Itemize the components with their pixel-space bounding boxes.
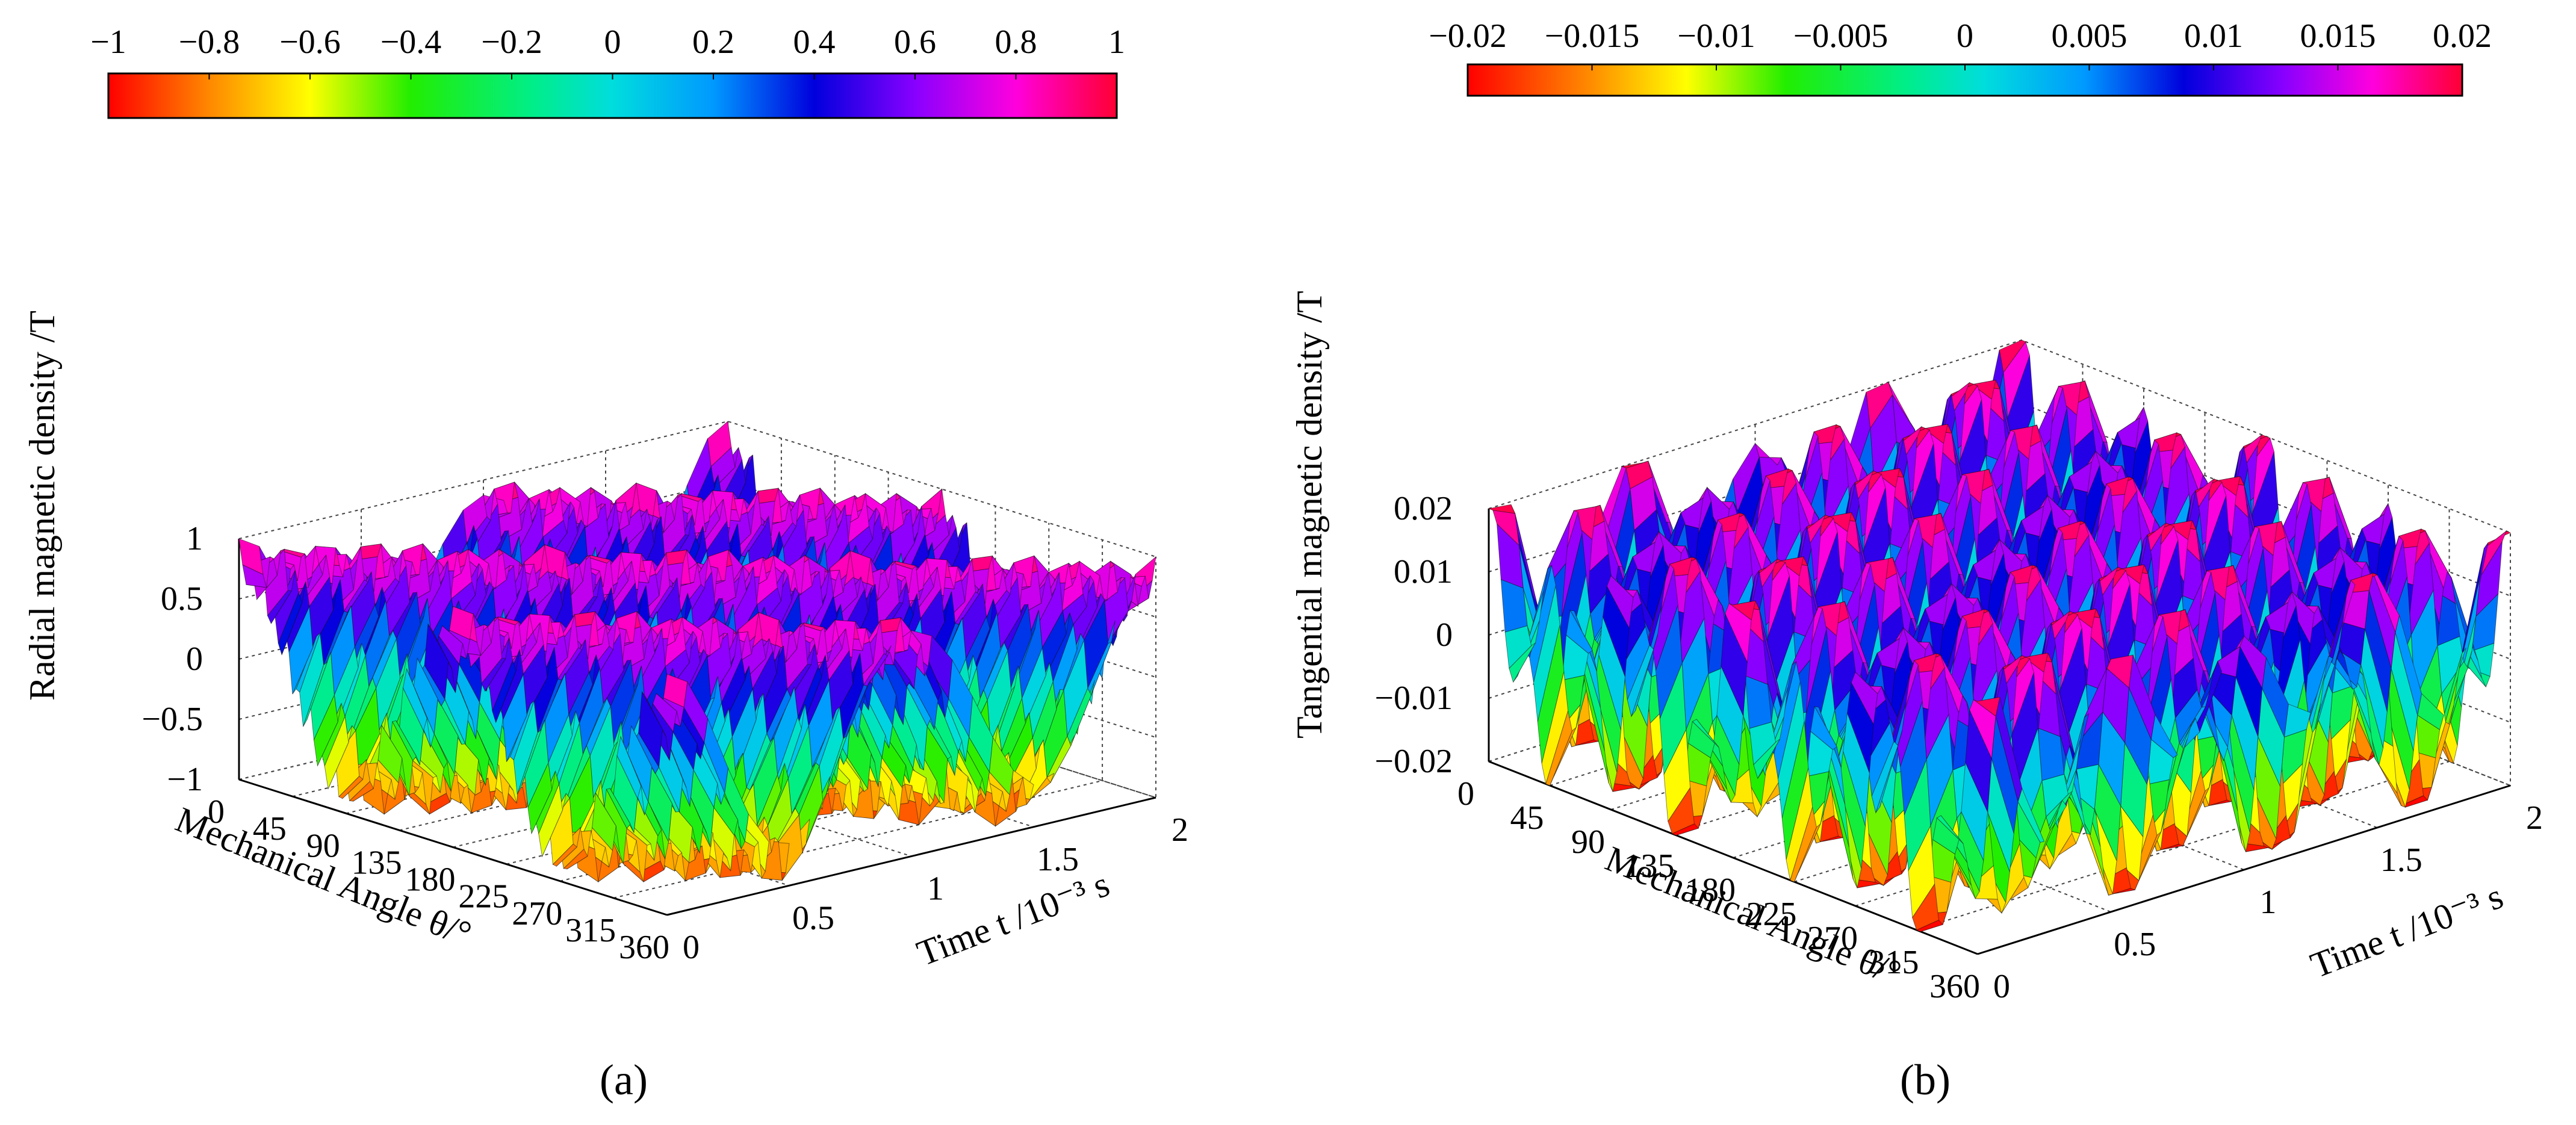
colorbar-a-tick-label: 1 [1108, 23, 1125, 61]
colorbar-a-tick-label: −0.4 [380, 23, 442, 61]
colorbar-a-tick-label: 0.6 [894, 23, 936, 61]
colorbar-b-tick-label: 0 [1957, 17, 1973, 55]
x-tick-label-a: 315 [565, 912, 616, 949]
colorbar-b-tick-label: 0.005 [2052, 17, 2128, 55]
colorbar-a-tick-label: 0.2 [692, 23, 734, 61]
x-tick-label-a: 45 [253, 810, 287, 848]
y-axis-line-b [1977, 784, 2511, 955]
y-tick-label-a: 0 [683, 929, 700, 966]
x-tick-label-a: 270 [512, 895, 562, 932]
z-tick-label-a: 0.5 [161, 580, 203, 618]
z-ticks-a: 1 0.5 0 −0.5 −1 [141, 520, 203, 798]
colorbar-b-tick-label: −0.01 [1677, 17, 1755, 55]
y-ticks-a: 0 0.5 1 1.5 2 [683, 811, 1188, 966]
colorbar-a-tick-label: −0.8 [179, 23, 240, 61]
y-tick-label-a: 1 [927, 870, 944, 908]
x-axis-line-a [238, 778, 668, 916]
x-tick-label-a: 180 [405, 861, 456, 899]
colorbar-a-gradient [107, 72, 1118, 119]
colorbar-b-tick-label: −0.005 [1793, 17, 1889, 55]
colorbar-a-tick-label: 0.8 [995, 23, 1037, 61]
surface-b [1488, 339, 2512, 932]
colorbar-b-tick-label: 0.02 [2433, 17, 2492, 55]
colorbar-a-tick-label: −0.6 [279, 23, 341, 61]
panel-label-a: (a) [600, 1056, 648, 1104]
surface-a-cell [238, 538, 264, 575]
colorbar-b: −0.02 −0.015 −0.01 −0.005 0 0.005 0.01 0.015 0.0… [1429, 17, 2492, 97]
colorbar-a-tick-label: −0.2 [481, 23, 542, 61]
x-axis-line-b [1488, 760, 1978, 955]
z-grid-line-a [238, 420, 1156, 557]
colorbar-b-tick-label: −0.02 [1429, 17, 1507, 55]
colorbar-b-tick-label: −0.015 [1545, 17, 1640, 55]
z-tick-label-a: −1 [167, 761, 203, 798]
y-tick-label-a: 0.5 [792, 899, 834, 937]
colorbar-a-tick-label: 0 [604, 23, 621, 61]
panel-a-radial-density: −1 −0.8 −0.6 −0.4 −0.2 0 0.2 0.4 0.6 0.8 1 1 0.5 0 −0… [22, 23, 1188, 1104]
colorbar-b-tick-label: 0.01 [2184, 17, 2243, 55]
surface-a [238, 421, 1156, 883]
colorbar-a: −1 −0.8 −0.6 −0.4 −0.2 0 0.2 0.4 0.6 0.8 1 [90, 23, 1125, 119]
colorbar-a-tick-label: −1 [90, 23, 126, 61]
z-axis-label-a: Radial magnetic density /T [22, 311, 62, 701]
y-axis-line-a [666, 796, 1156, 916]
z-tick-label-a: 1 [186, 520, 203, 557]
colorbar-a-ticks: −1 −0.8 −0.6 −0.4 −0.2 0 0.2 0.4 0.6 0.8 1 [90, 23, 1125, 79]
x-tick-label-a: 360 [619, 929, 669, 966]
z-tick-label-a: −0.5 [141, 701, 203, 738]
panel-b-tangential-density: −0.02 −0.015 −0.01 −0.005 0 0.005 0.01 0.015 0.0… [1290, 17, 2543, 1104]
y-tick-label-a: 1.5 [1037, 841, 1079, 878]
x-ticks-a: 0 45 90 135 180 225 270 315 360 [208, 793, 669, 966]
x-tick-label-a: 0 [208, 793, 225, 831]
x-tick-label-a: 225 [458, 878, 509, 916]
colorbar-b-ticks: −0.02 −0.015 −0.01 −0.005 0 0.005 0.01 0.015 0.0… [1429, 17, 2492, 70]
x-tick-label-a: 135 [352, 844, 402, 881]
y-tick-label-a: 2 [1172, 811, 1188, 849]
colorbar-b-tick-label: 0.015 [2300, 17, 2376, 55]
colorbar-a-tick-label: 0.4 [793, 23, 836, 61]
z-tick-label-a: 0 [186, 640, 203, 678]
x-tick-label-a: 90 [306, 827, 340, 864]
